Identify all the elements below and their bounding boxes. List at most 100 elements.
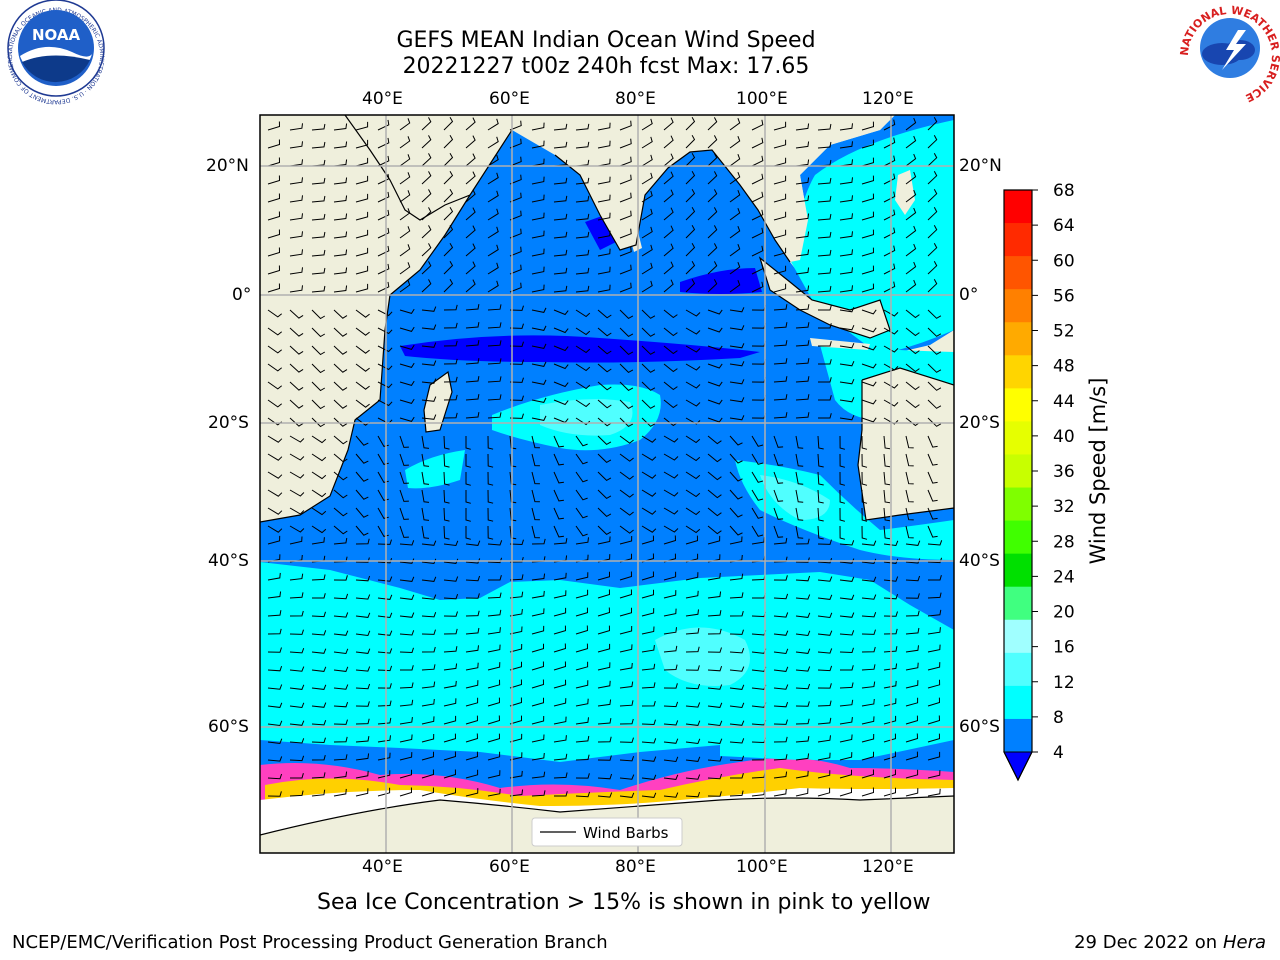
wind-barb bbox=[883, 540, 899, 547]
wind-barb bbox=[311, 648, 327, 654]
wind-barb bbox=[817, 123, 832, 131]
wind-barb bbox=[399, 326, 415, 332]
wind-barb bbox=[333, 525, 348, 535]
wind-barb bbox=[883, 593, 899, 600]
wind-barb bbox=[267, 665, 283, 672]
wind-barb bbox=[795, 718, 810, 725]
wind-barb bbox=[465, 508, 471, 522]
wind-barb bbox=[861, 751, 874, 761]
wind-barb bbox=[839, 435, 846, 450]
wind-barb bbox=[377, 576, 393, 582]
wind-barb bbox=[399, 734, 413, 743]
wind-barb bbox=[795, 394, 810, 401]
wind-barb bbox=[290, 773, 304, 779]
wind-barb bbox=[641, 525, 657, 533]
wind-barb bbox=[399, 172, 411, 185]
wind-barb bbox=[509, 626, 523, 635]
wind-barb bbox=[729, 208, 741, 221]
wind-barb bbox=[267, 489, 283, 497]
wind-barb bbox=[311, 720, 327, 726]
wind-barb bbox=[355, 753, 370, 761]
wind-barb bbox=[597, 248, 611, 257]
wind-barb bbox=[443, 507, 450, 522]
wind-barb bbox=[399, 226, 411, 239]
wind-barb bbox=[289, 489, 305, 497]
footer-left: NCEP/EMC/Verification Post Processing Pr… bbox=[12, 932, 608, 953]
wind-barb bbox=[707, 535, 721, 545]
wind-barb bbox=[267, 309, 283, 318]
wind-barb bbox=[817, 195, 832, 203]
wind-barb bbox=[333, 363, 348, 373]
wind-barb bbox=[729, 489, 743, 500]
wind-barb bbox=[443, 358, 458, 365]
wind-barb bbox=[333, 417, 348, 427]
lat-tick-left-0: 0° bbox=[232, 285, 252, 305]
wind-barb bbox=[685, 224, 696, 239]
wind-barb bbox=[377, 594, 393, 600]
wind-barb bbox=[861, 363, 877, 369]
wind-barb bbox=[707, 381, 723, 387]
wind-barb bbox=[773, 593, 789, 600]
wind-barb bbox=[597, 158, 611, 167]
wind-barb bbox=[377, 327, 393, 335]
wind-barb bbox=[883, 576, 899, 582]
wind-barb bbox=[267, 610, 282, 617]
wind-barb bbox=[267, 453, 283, 461]
wind-barb bbox=[399, 435, 409, 448]
southeast-asia-land bbox=[712, 115, 895, 262]
wind-barb bbox=[707, 525, 722, 535]
wind-barb bbox=[267, 363, 283, 372]
wind-barb bbox=[905, 680, 919, 689]
wind-barb bbox=[641, 626, 655, 635]
wind-barb bbox=[905, 207, 917, 221]
wind-barb bbox=[729, 507, 743, 518]
wind-barb bbox=[619, 156, 632, 167]
wind-barb bbox=[509, 228, 522, 239]
wind-barb bbox=[861, 698, 875, 707]
wind-barb bbox=[619, 453, 634, 462]
wind-barb bbox=[817, 489, 824, 504]
wind-barb bbox=[531, 212, 545, 221]
wind-barb bbox=[861, 453, 868, 468]
wind-barb bbox=[355, 229, 369, 239]
lon-tick-bottom-80e: 80°E bbox=[615, 857, 656, 877]
wind-barb bbox=[839, 787, 853, 797]
wind-barb bbox=[597, 345, 612, 355]
wind-barb bbox=[773, 537, 788, 545]
wind-barb bbox=[421, 153, 432, 167]
wind-barb bbox=[267, 381, 283, 390]
wind-barb bbox=[795, 358, 810, 365]
wind-barb bbox=[905, 593, 920, 599]
wind-barb bbox=[641, 280, 653, 293]
wind-barb bbox=[795, 376, 810, 383]
wind-barb bbox=[311, 684, 327, 690]
wind-barb bbox=[861, 229, 875, 239]
wind-barb bbox=[421, 751, 434, 761]
colorbar-segment bbox=[1004, 454, 1032, 489]
wind-barb bbox=[377, 281, 390, 293]
wind-barb bbox=[751, 191, 764, 203]
wind-barb bbox=[861, 175, 875, 185]
wind-barb bbox=[443, 188, 454, 203]
wind-barb bbox=[883, 137, 896, 149]
wind-barb bbox=[399, 594, 415, 600]
wind-barb bbox=[531, 343, 547, 349]
wind-barb bbox=[377, 735, 391, 743]
wind-barb bbox=[641, 700, 656, 707]
wind-barb bbox=[861, 507, 868, 522]
wind-barb bbox=[267, 572, 281, 581]
wind-barb bbox=[663, 453, 679, 461]
wind-barb bbox=[619, 174, 632, 185]
wind-barb bbox=[597, 417, 612, 427]
wind-barb bbox=[861, 594, 877, 600]
wind-barb bbox=[531, 122, 545, 131]
wind-barb bbox=[905, 327, 920, 337]
wind-barb bbox=[267, 791, 282, 797]
wind-barb bbox=[289, 573, 304, 581]
wind-barb bbox=[421, 733, 435, 743]
wind-barb bbox=[707, 665, 723, 672]
wind-barb bbox=[619, 282, 632, 293]
wind-barb bbox=[355, 363, 370, 372]
wind-barb bbox=[729, 453, 743, 464]
wind-barb bbox=[509, 574, 524, 581]
